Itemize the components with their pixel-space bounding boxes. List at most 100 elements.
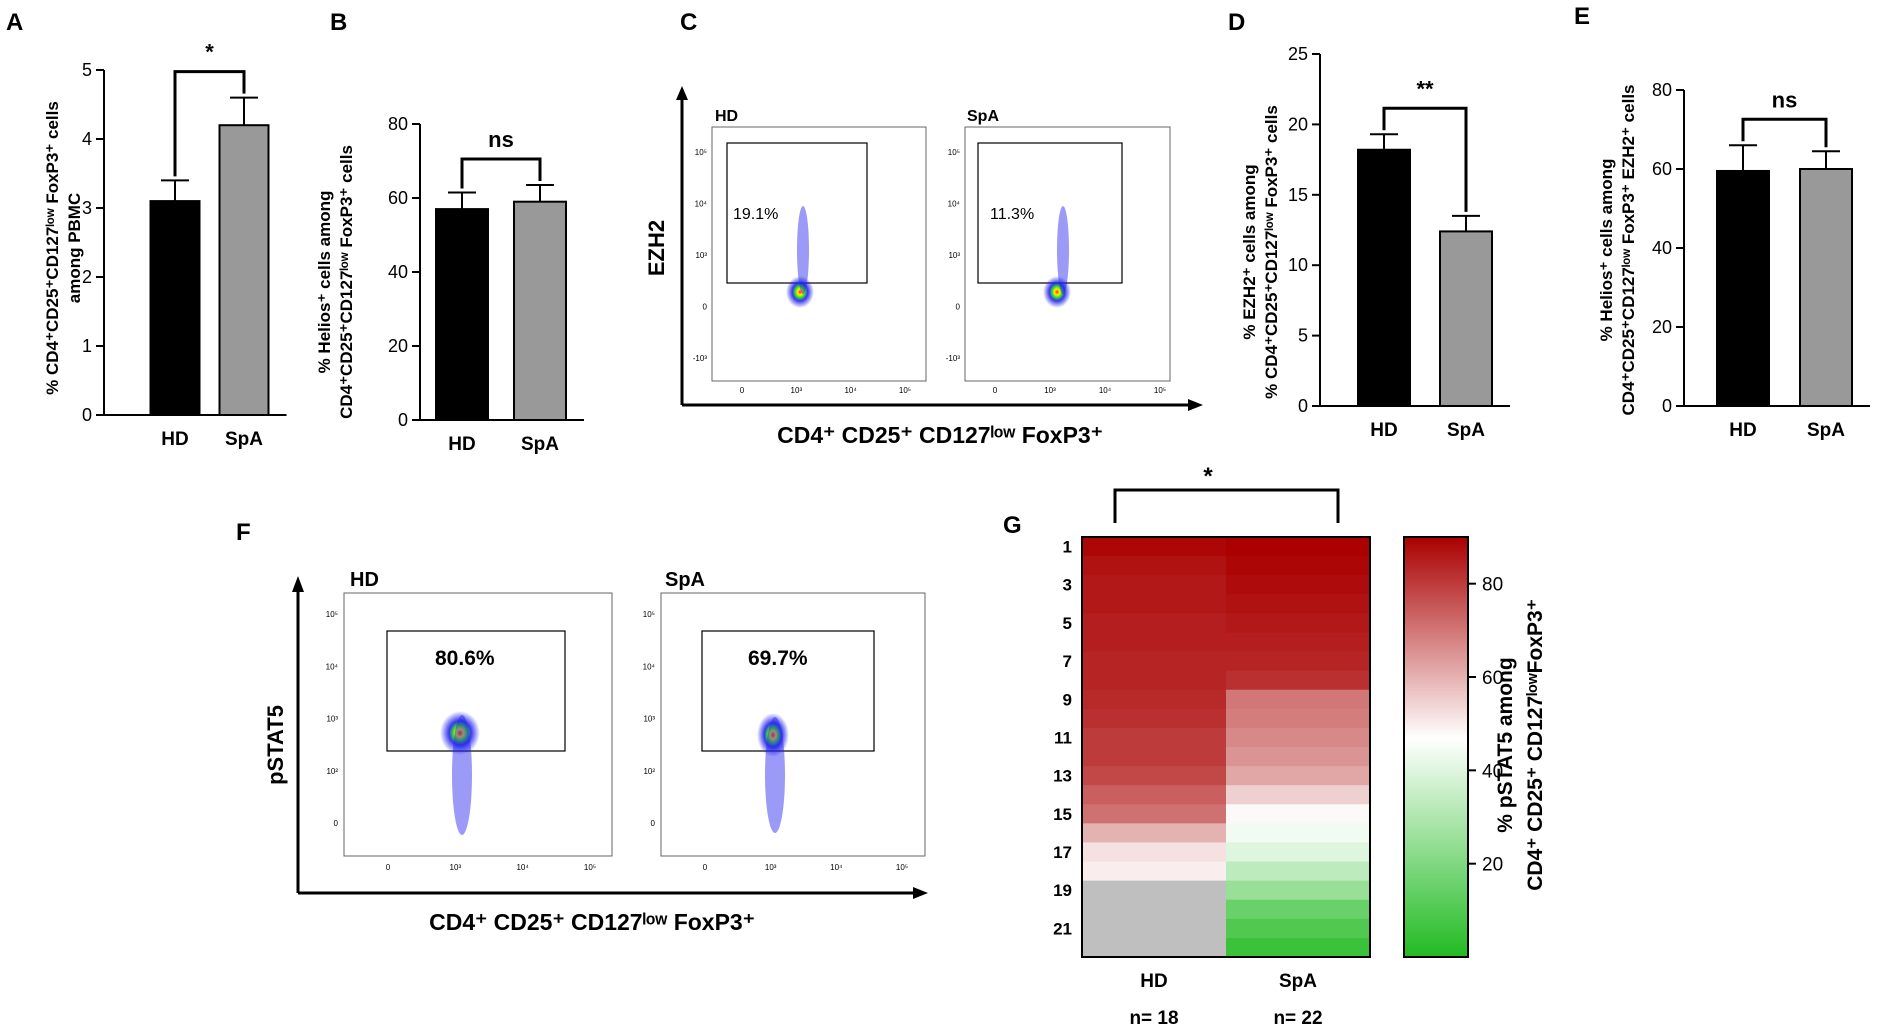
x-tick-label: SpA — [225, 429, 263, 450]
bar-hd — [149, 200, 201, 416]
color-bar-label-line: CD4⁺ CD25⁺ CD127ˡᵒʷFoxP3⁺ — [1524, 599, 1547, 891]
heatmap-cell-spa — [1226, 880, 1370, 901]
y-tick-label: 10² — [326, 767, 338, 776]
heatmap-cell-hd — [1082, 899, 1226, 920]
y-tick-label: 10³ — [948, 251, 960, 260]
significance-label: ** — [1416, 76, 1434, 101]
heatmap-cell-spa — [1226, 899, 1370, 920]
y-tick-label: 20 — [1652, 317, 1672, 337]
color-bar-tick-label: 60 — [1482, 668, 1503, 689]
y-axis-label: % Helios⁺ cells among CD4⁺CD25⁺CD127ˡᵒʷ F… — [315, 145, 356, 419]
x-tick-label: 10⁵ — [1154, 386, 1166, 395]
row-label: 1 — [1063, 538, 1072, 557]
y-tick-label: 60 — [1652, 159, 1672, 179]
y-tick-label: 10⁵ — [695, 148, 707, 157]
heatmap-cell-spa — [1226, 937, 1370, 958]
bar-spa — [218, 124, 270, 416]
heatmap-cell-spa — [1226, 689, 1370, 710]
x-tick-label: 0 — [386, 863, 391, 872]
x-tick-label: 0 — [740, 386, 745, 395]
y-axis-label: % CD4⁺CD25⁺CD127ˡᵒʷ FoxP3⁺ cells among PB… — [43, 101, 84, 395]
y-tick-label: 10² — [643, 767, 655, 776]
heatmap-cell-spa — [1226, 785, 1370, 805]
heatmap-cell-hd — [1082, 594, 1226, 614]
x-tick-label: 0 — [703, 863, 708, 872]
heatmap-cell-spa — [1226, 842, 1370, 863]
heatmap-cell-spa — [1226, 918, 1370, 939]
y-axis-label-line: CD4⁺CD25⁺CD127ˡᵒʷ FoxP3⁺ cells — [337, 145, 356, 419]
y-tick-label: 10⁴ — [695, 200, 708, 209]
tick-labels-hd: 10⁵ 10⁴ 10³ 0 -10³ 0 10³ 10⁴ 10⁵ — [693, 148, 911, 395]
row-label: 9 — [1063, 690, 1072, 709]
row-label: 5 — [1063, 614, 1072, 633]
cell-scatter-spa — [765, 717, 785, 833]
y-tick-label: 10⁴ — [948, 200, 961, 209]
significance-bracket — [460, 157, 542, 189]
bar-spa — [513, 200, 567, 421]
y-tick-label: 5 — [1298, 326, 1308, 346]
gate-percent-hd: 80.6% — [435, 647, 495, 670]
x-tick-label: 10⁴ — [1099, 386, 1112, 395]
column-label: SpA — [1279, 971, 1317, 992]
plot-frame-hd — [711, 126, 927, 382]
y-tick-label: 1 — [82, 336, 92, 356]
y-axis-label-line: % Helios⁺ cells among — [315, 191, 334, 374]
y-axis-label-line: % Helios⁺ cells among — [1597, 159, 1616, 342]
heatmap-cell-spa — [1226, 537, 1370, 557]
cell-population-hd — [786, 276, 814, 308]
bar-hd — [1716, 169, 1770, 407]
y-tick-label: 25 — [1288, 44, 1308, 64]
y-tick-label: 0 — [82, 405, 92, 425]
y-tick-label: 15 — [1288, 185, 1308, 205]
row-label: 13 — [1053, 767, 1072, 786]
significance-bracket — [173, 70, 246, 177]
y-tick-label: 0 — [1662, 396, 1672, 416]
plot-frame-hd — [343, 592, 613, 857]
gate-spa — [701, 630, 875, 752]
heatmap-cell-spa — [1226, 747, 1370, 767]
y-tick-label: 40 — [388, 262, 408, 282]
y-tick-label: 40 — [1652, 238, 1672, 258]
y-axis-label-line: % EZH2⁺ cells among — [1240, 164, 1259, 339]
sample-label-spa: SpA — [967, 108, 999, 125]
y-axis-label: EZH2 — [644, 220, 669, 276]
y-tick-label: 80 — [388, 114, 408, 134]
heatmap-cell-spa — [1226, 575, 1370, 595]
row-label: 7 — [1063, 652, 1072, 671]
significance-bracket — [1741, 117, 1828, 148]
sample-label-hd: HD — [350, 569, 379, 591]
heatmap-cell-hd — [1082, 556, 1226, 576]
y-tick-label: 20 — [1288, 114, 1308, 134]
significance-label: ns — [1772, 87, 1798, 112]
y-axis-label-line: among PBMC — [65, 193, 84, 304]
bar-chart-d: 0 5 10 15 20 25 HD SpA ** % EZH2⁺ cells among% CD… — [1240, 44, 1510, 441]
bar-hd — [435, 208, 489, 421]
bar-chart-e: 0 20 40 60 80 HD SpA ns % Helios⁺ cells among CD4… — [1597, 80, 1870, 441]
heatmap-cell-hd — [1082, 918, 1226, 939]
y-tick-label: 5 — [82, 60, 92, 80]
heatmap-cell-hd — [1082, 747, 1226, 767]
heatmap-cell-spa — [1226, 556, 1370, 576]
heatmap-cell-spa — [1226, 594, 1370, 614]
x-tick-label: SpA — [1807, 420, 1845, 441]
column-count: n= 18 — [1129, 1008, 1178, 1029]
y-tick-label: 0 — [703, 303, 708, 312]
cell-scatter-hd — [452, 715, 472, 835]
significance-bracket — [1382, 106, 1468, 212]
cell-scatter-spa — [1057, 206, 1069, 294]
panel-letter-a: A — [6, 9, 23, 36]
y-tick-label: 20 — [388, 336, 408, 356]
color-bar-label-line: % pSTAT5 among — [1494, 657, 1517, 832]
x-tick-label: HD — [161, 429, 188, 450]
y-tick-label: 0 — [398, 410, 408, 430]
y-tick-label: 10 — [1288, 255, 1308, 275]
x-tick-label: HD — [448, 434, 475, 455]
y-axis-label-line: % CD4⁺CD25⁺CD127ˡᵒʷ FoxP3⁺ cells — [1262, 105, 1281, 399]
panel-letter-d: D — [1228, 9, 1245, 36]
y-tick-label: 2 — [82, 267, 92, 287]
heatmap-cell-hd — [1082, 575, 1226, 595]
heatmap-cell-hd — [1082, 708, 1226, 729]
flow-plot-c: EZH2 CD4⁺ CD25⁺ CD127ˡᵒʷ FoxP3⁺ HD 19.1%… — [644, 86, 1203, 448]
heatmap-cell-hd — [1082, 880, 1226, 901]
